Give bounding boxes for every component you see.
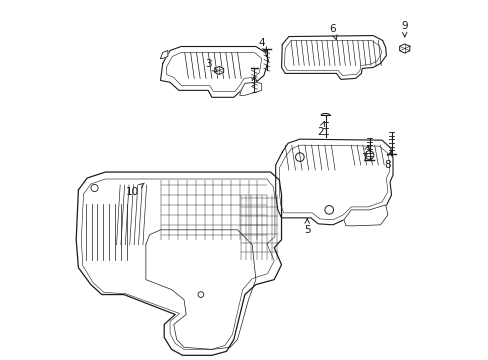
Polygon shape (160, 46, 268, 97)
Text: 4: 4 (258, 37, 266, 51)
Text: 1: 1 (250, 76, 257, 95)
Polygon shape (281, 36, 386, 80)
Text: 10: 10 (126, 183, 144, 197)
Polygon shape (76, 172, 281, 355)
Text: 7: 7 (360, 146, 368, 163)
Text: 3: 3 (204, 59, 217, 72)
Polygon shape (214, 67, 223, 75)
Polygon shape (343, 205, 387, 226)
Polygon shape (239, 82, 261, 95)
Text: 9: 9 (401, 21, 407, 37)
Text: 8: 8 (384, 152, 391, 170)
Text: 5: 5 (303, 219, 310, 235)
Text: 2: 2 (316, 122, 324, 137)
Polygon shape (160, 50, 167, 58)
Text: 6: 6 (329, 24, 336, 40)
Polygon shape (275, 139, 392, 225)
Polygon shape (399, 44, 409, 53)
